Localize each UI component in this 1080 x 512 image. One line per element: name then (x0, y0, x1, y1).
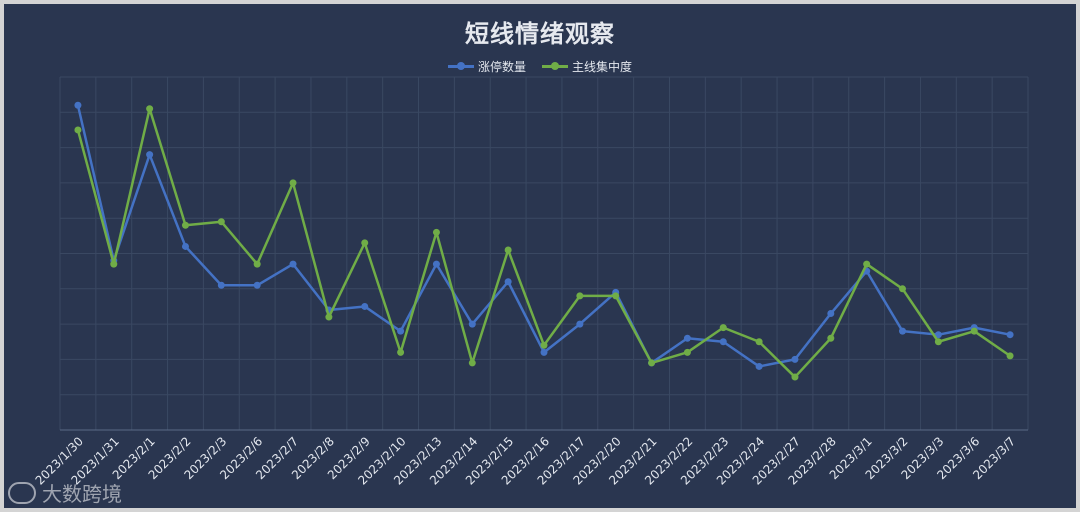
data-point-series-1 (683, 334, 691, 342)
data-point-series-2 (361, 239, 369, 247)
data-point-series-2 (899, 285, 907, 293)
legend-label-series-1: 涨停数量 (477, 60, 526, 74)
data-point-series-1 (146, 151, 154, 159)
data-point-series-1 (540, 348, 548, 356)
data-point-series-1 (934, 331, 942, 339)
data-point-series-1 (361, 302, 369, 310)
data-point-series-2 (683, 348, 691, 356)
data-point-series-1 (217, 281, 225, 289)
data-point-series-1 (181, 242, 189, 250)
data-point-series-2 (253, 260, 261, 268)
data-point-series-2 (110, 260, 118, 268)
data-point-series-2 (432, 228, 440, 236)
data-point-series-2 (504, 246, 512, 254)
data-point-series-1 (827, 310, 835, 318)
data-point-series-2 (648, 359, 656, 367)
data-point-series-2 (1006, 352, 1014, 360)
data-point-series-1 (468, 320, 476, 328)
legend-marker-series-1 (447, 62, 474, 70)
data-point-series-1 (253, 281, 261, 289)
data-point-series-1 (289, 260, 297, 268)
legend-item-series-2[interactable]: 主线集中度 (542, 58, 632, 75)
data-point-series-2 (755, 338, 763, 346)
data-point-series-1 (899, 327, 907, 335)
data-point-series-1 (397, 327, 405, 335)
data-point-series-1 (432, 260, 440, 268)
data-point-series-2 (576, 292, 584, 300)
data-point-series-1 (504, 278, 512, 286)
legend-label-series-2: 主线集中度 (572, 60, 633, 74)
data-point-series-2 (325, 313, 333, 321)
data-point-series-2 (827, 334, 835, 342)
data-point-series-1 (791, 355, 799, 363)
data-point-series-1 (719, 338, 727, 346)
data-point-series-2 (791, 373, 799, 381)
data-point-series-2 (397, 348, 405, 356)
data-point-series-1 (576, 320, 584, 328)
chart-title: 短线情绪观察 (465, 20, 615, 48)
data-point-series-2 (217, 218, 225, 226)
watermark-logo-icon (8, 481, 36, 504)
watermark-text: 大数跨境 (42, 482, 122, 506)
data-point-series-2 (970, 327, 978, 335)
data-point-series-1 (1006, 331, 1014, 339)
data-point-series-2 (146, 105, 154, 113)
legend-marker-series-2 (542, 62, 568, 70)
data-point-series-2 (540, 341, 548, 349)
data-point-series-2 (719, 324, 727, 332)
data-point-series-2 (863, 260, 871, 268)
data-point-series-2 (289, 179, 297, 187)
data-point-series-2 (74, 126, 82, 134)
legend: 涨停数量 主线集中度 (0, 58, 1080, 75)
data-point-series-2 (468, 359, 476, 367)
data-point-series-1 (74, 101, 82, 109)
watermark: 大数跨境 (8, 478, 122, 507)
data-point-series-2 (612, 292, 620, 300)
data-point-series-1 (755, 362, 763, 370)
series-line-2 (76, 107, 1011, 379)
legend-item-series-1[interactable]: 涨停数量 (447, 58, 526, 75)
series-line-1 (76, 104, 1011, 368)
data-point-series-2 (934, 338, 942, 346)
data-point-series-2 (181, 221, 189, 229)
